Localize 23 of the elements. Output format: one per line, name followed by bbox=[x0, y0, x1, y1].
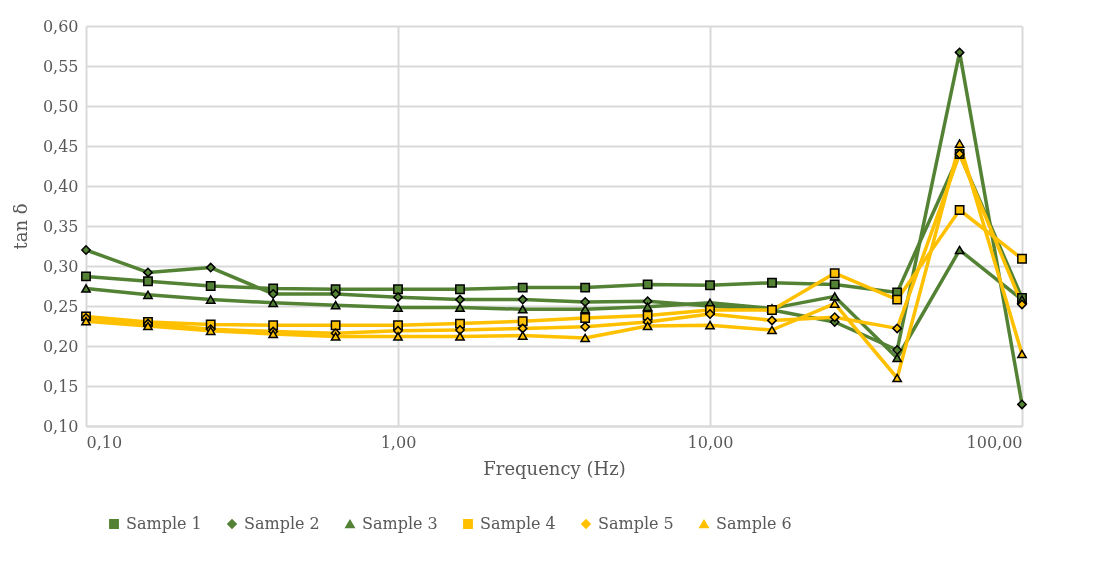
y-axis-title: tan δ bbox=[9, 203, 31, 250]
x-tick-label: 0,10 bbox=[86, 432, 123, 452]
y-tick-label: 0,60 bbox=[42, 16, 79, 36]
y-tick-label: 0,15 bbox=[42, 376, 79, 396]
x-tick-label: 100,00 bbox=[966, 432, 1023, 452]
y-tick-label: 0,10 bbox=[42, 416, 79, 436]
y-tick-label: 0,45 bbox=[42, 136, 79, 156]
legend-label: Sample 3 bbox=[362, 514, 438, 533]
y-tick-label: 0,40 bbox=[42, 176, 79, 196]
y-tick-label: 0,20 bbox=[42, 336, 79, 356]
y-tick-label: 0,50 bbox=[42, 96, 79, 116]
legend-label: Sample 4 bbox=[480, 514, 556, 533]
y-tick-label: 0,30 bbox=[42, 256, 79, 276]
x-tick-label: 10,00 bbox=[687, 432, 734, 452]
legend-label: Sample 1 bbox=[126, 514, 202, 533]
y-tick-label: 0,25 bbox=[42, 296, 79, 316]
legend-label: Sample 5 bbox=[598, 514, 674, 533]
x-tick-label: 1,00 bbox=[380, 432, 417, 452]
y-tick-label: 0,35 bbox=[42, 216, 79, 236]
y-tick-label: 0,55 bbox=[42, 56, 79, 76]
legend-label: Sample 6 bbox=[716, 514, 792, 533]
legend-label: Sample 2 bbox=[244, 514, 320, 533]
x-axis-title: Frequency (Hz) bbox=[483, 457, 626, 479]
